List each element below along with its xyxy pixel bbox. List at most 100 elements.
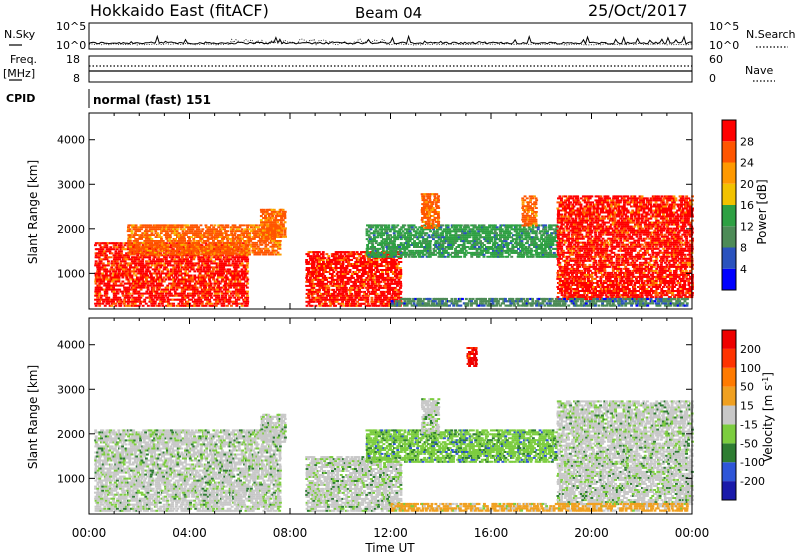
heatmap-cell bbox=[363, 280, 366, 283]
heatmap-cell bbox=[381, 249, 385, 252]
heatmap-cell bbox=[165, 274, 168, 277]
heatmap-cell bbox=[119, 244, 123, 247]
heatmap-cell bbox=[116, 272, 119, 275]
heatmap-cell bbox=[121, 266, 125, 269]
heatmap-cell bbox=[439, 238, 443, 241]
heatmap-cell bbox=[191, 224, 195, 227]
heatmap-cell bbox=[188, 298, 191, 301]
heatmap-cell bbox=[112, 256, 116, 259]
heatmap-cell bbox=[127, 270, 131, 273]
heatmap-cell bbox=[274, 241, 278, 244]
heatmap-cell bbox=[392, 232, 396, 235]
heatmap-cell bbox=[112, 242, 115, 245]
heatmap-cell bbox=[209, 294, 213, 297]
heatmap-cell bbox=[127, 296, 130, 299]
heatmap-cell bbox=[169, 252, 173, 255]
heatmap-cell bbox=[184, 264, 188, 267]
heatmap-cell bbox=[94, 302, 97, 305]
heatmap-cell bbox=[346, 282, 350, 285]
heatmap-cell bbox=[103, 244, 107, 247]
heatmap-cell bbox=[118, 242, 121, 245]
heatmap-cell bbox=[459, 255, 463, 258]
heatmap-cell bbox=[146, 276, 150, 279]
heatmap-cell bbox=[132, 249, 136, 252]
heatmap-cell bbox=[235, 276, 239, 279]
heatmap-cell bbox=[96, 294, 99, 297]
heatmap-cell bbox=[405, 251, 409, 254]
heatmap-cell bbox=[248, 232, 251, 235]
heatmap-cell bbox=[314, 269, 318, 271]
heatmap-cell bbox=[132, 253, 136, 256]
heatmap-cell bbox=[369, 263, 372, 265]
heatmap-cell bbox=[350, 275, 354, 277]
heatmap-cell bbox=[94, 260, 98, 263]
heatmap-cell bbox=[181, 296, 185, 299]
heatmap-cell bbox=[190, 230, 194, 233]
heatmap-cell bbox=[488, 255, 492, 258]
heatmap-cell bbox=[209, 258, 213, 261]
heatmap-cell bbox=[139, 284, 142, 287]
heatmap-cell bbox=[196, 294, 200, 297]
heatmap-cell bbox=[150, 302, 154, 305]
heatmap-cell bbox=[325, 278, 328, 281]
heatmap-cell bbox=[186, 224, 190, 227]
heatmap-cell bbox=[380, 236, 383, 239]
heatmap-cell bbox=[141, 244, 145, 247]
nsky-tick-top: 10^5 bbox=[56, 20, 86, 33]
heatmap-cell bbox=[234, 268, 238, 271]
heatmap-cell bbox=[103, 270, 107, 273]
heatmap-cell bbox=[266, 247, 270, 250]
heatmap-cell bbox=[116, 264, 119, 267]
heatmap-cell bbox=[166, 245, 170, 248]
heatmap-cell bbox=[185, 302, 188, 305]
heatmap-cell bbox=[323, 275, 327, 277]
heatmap-cell bbox=[150, 286, 154, 289]
heatmap-cell bbox=[235, 243, 239, 246]
heatmap-cell bbox=[154, 230, 158, 233]
heatmap-cell bbox=[414, 226, 418, 229]
heatmap-cell bbox=[355, 267, 359, 269]
heatmap-cell bbox=[352, 257, 356, 260]
heatmap-cell bbox=[416, 238, 420, 241]
heatmap-cell bbox=[101, 272, 105, 275]
heatmap-cell bbox=[175, 286, 179, 289]
heatmap-cell bbox=[312, 263, 316, 265]
heatmap-cell bbox=[333, 275, 336, 277]
heatmap-cell bbox=[104, 264, 108, 267]
heatmap-cell bbox=[130, 242, 134, 245]
heatmap-cell bbox=[443, 247, 447, 250]
heatmap-cell bbox=[177, 282, 181, 285]
heatmap-cell bbox=[146, 256, 150, 259]
heatmap-cell bbox=[477, 255, 481, 258]
heatmap-cell bbox=[96, 268, 100, 271]
heatmap-cell bbox=[171, 256, 175, 259]
heatmap-cell bbox=[204, 296, 208, 299]
heatmap-cell bbox=[139, 276, 143, 279]
heatmap-cell bbox=[206, 282, 209, 285]
heatmap-cell bbox=[116, 280, 119, 283]
heatmap-cell bbox=[305, 259, 309, 261]
heatmap-cell bbox=[103, 268, 107, 271]
heatmap-cell bbox=[103, 304, 107, 307]
heatmap-cell bbox=[170, 302, 174, 305]
heatmap-cell bbox=[228, 294, 231, 297]
heatmap-cell bbox=[124, 288, 128, 291]
heatmap-cell bbox=[171, 264, 175, 267]
heatmap-cell bbox=[139, 266, 143, 269]
heatmap-cell bbox=[284, 235, 287, 238]
heatmap-cell bbox=[119, 264, 123, 267]
heatmap-cell bbox=[202, 284, 206, 287]
heatmap-cell bbox=[188, 256, 192, 259]
heatmap-cell bbox=[133, 260, 137, 263]
heatmap-cell bbox=[99, 258, 103, 261]
heatmap-cell bbox=[416, 228, 420, 231]
heatmap-cell bbox=[222, 251, 226, 254]
heatmap-cell bbox=[332, 280, 336, 283]
heatmap-cell bbox=[316, 292, 320, 295]
heatmap-cell bbox=[350, 304, 354, 307]
heatmap-cell bbox=[152, 234, 155, 236]
heatmap-cell bbox=[233, 258, 237, 261]
heatmap-cell bbox=[348, 263, 352, 265]
heatmap-cell bbox=[119, 284, 123, 287]
heatmap-cell bbox=[146, 266, 150, 269]
